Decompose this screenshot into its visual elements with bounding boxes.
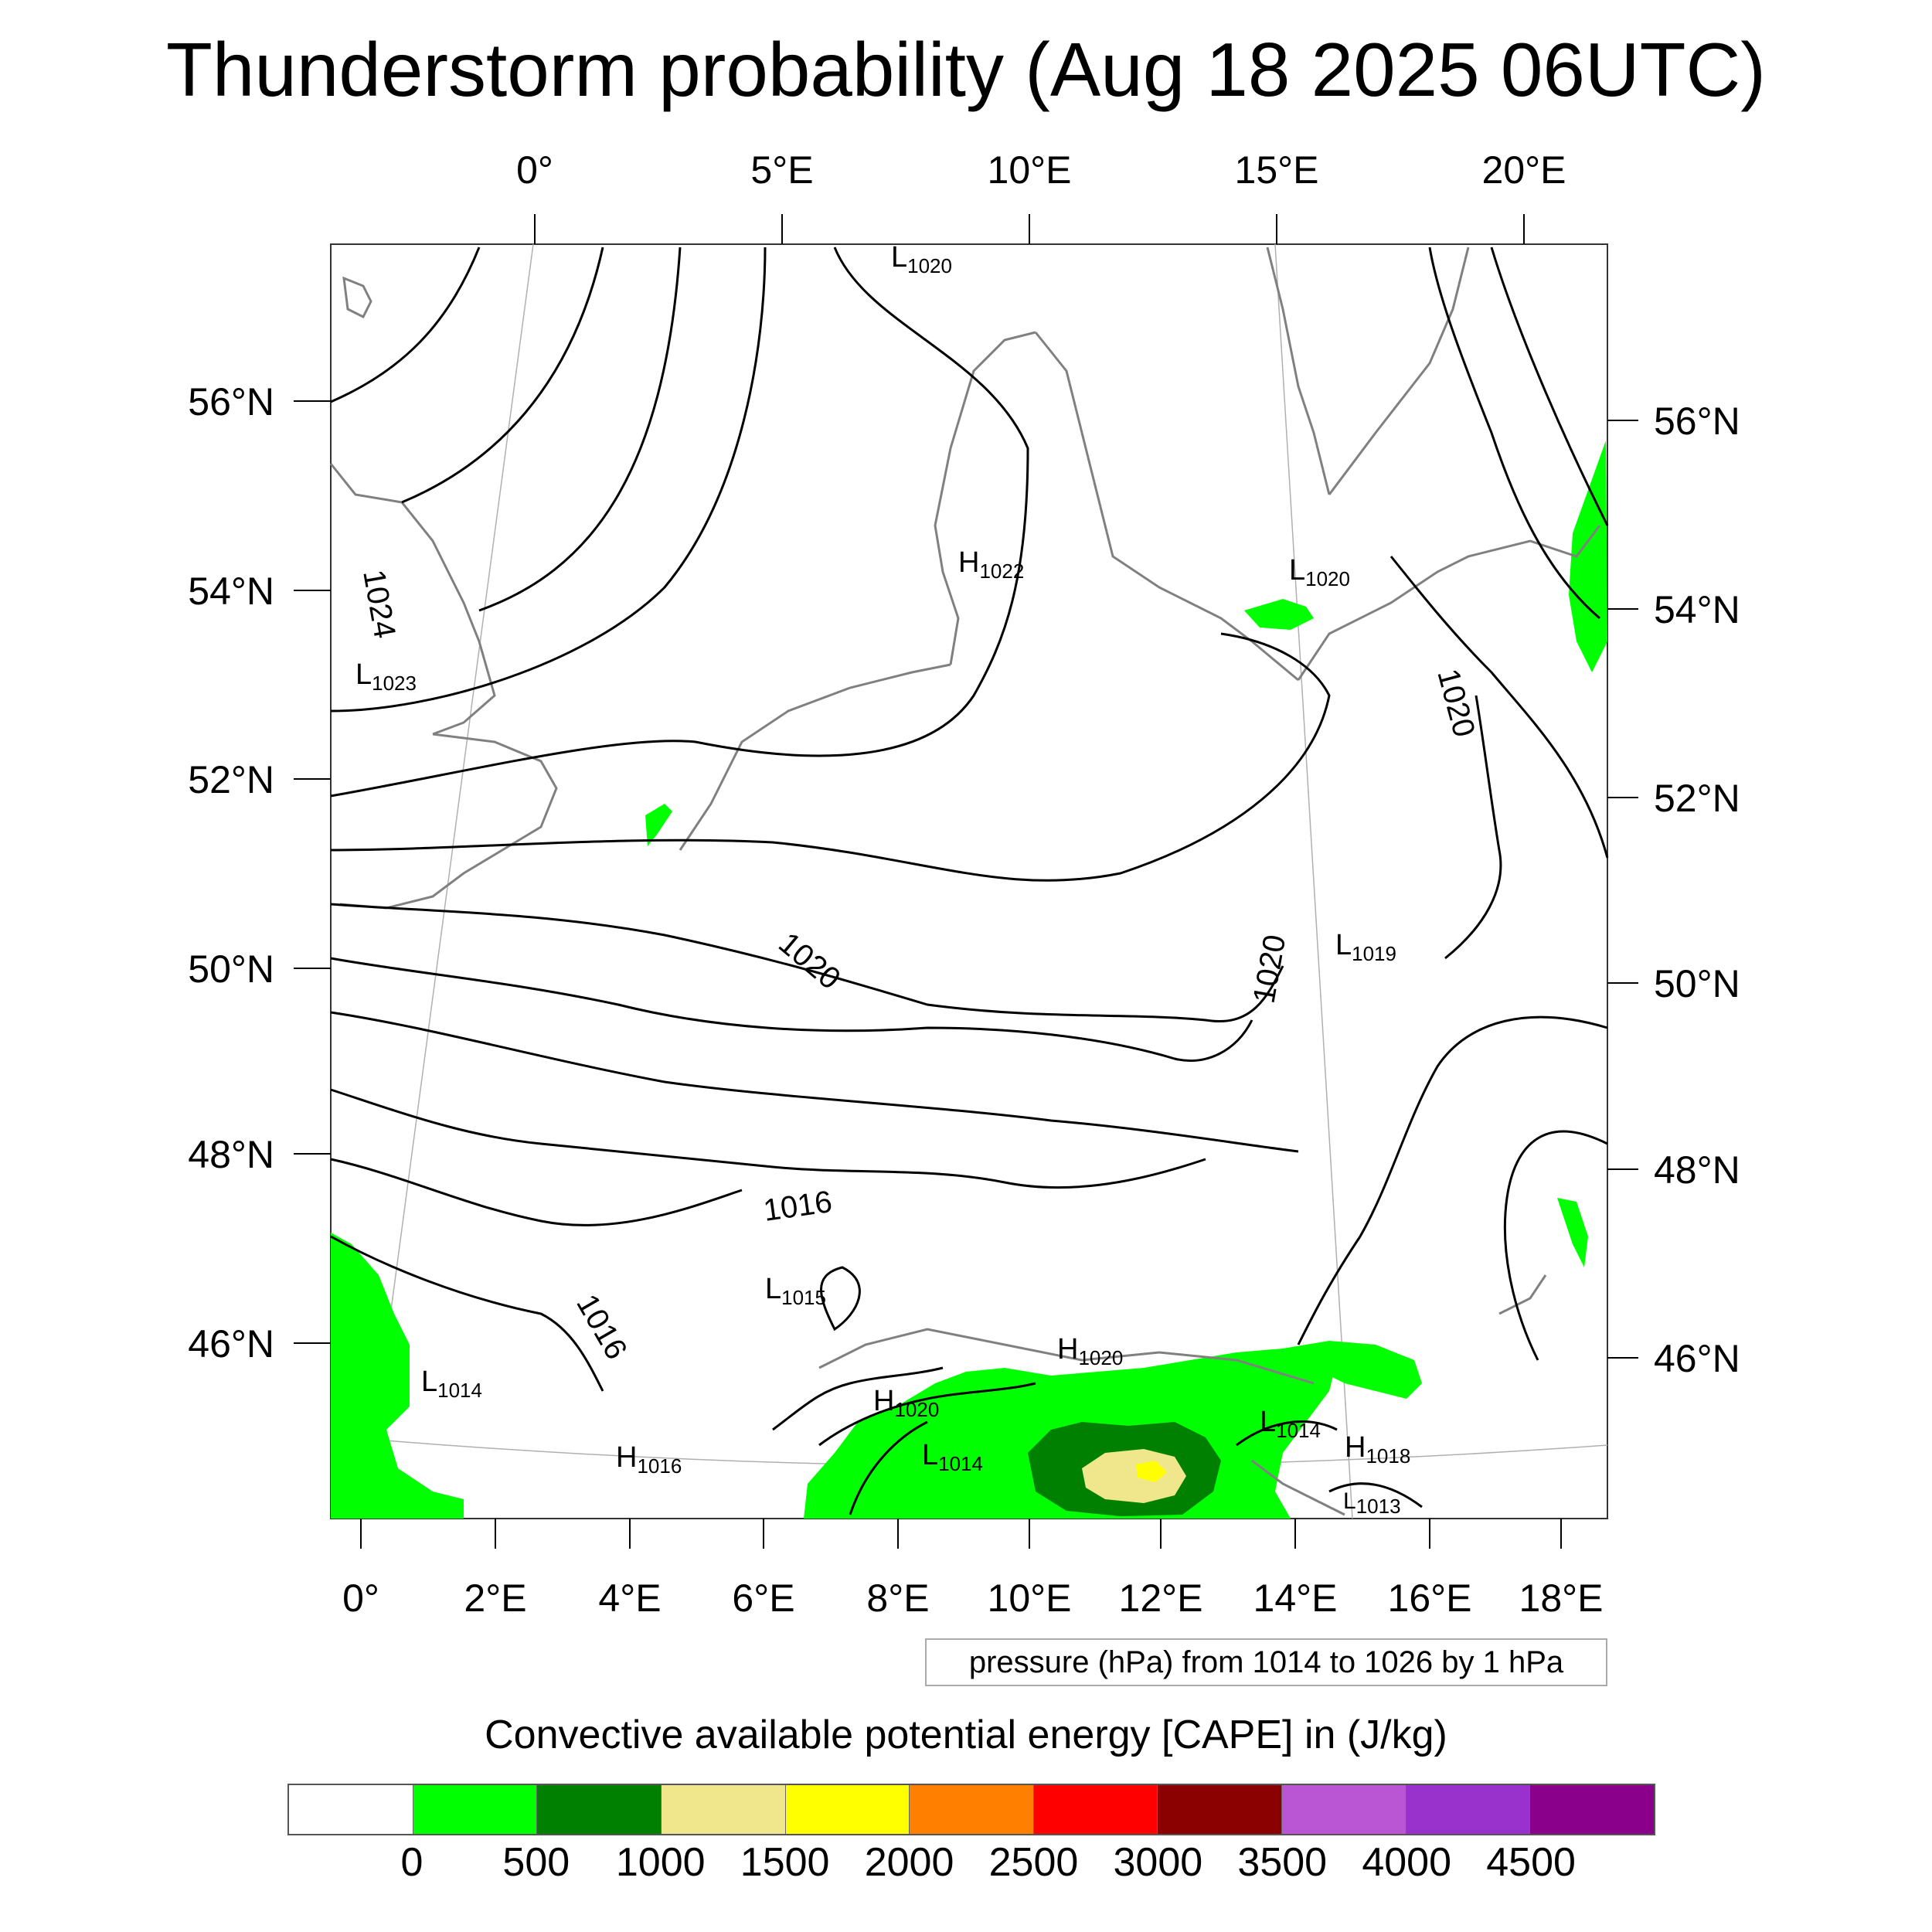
cape-shading — [331, 440, 1607, 1519]
pressure-system-label: L1014 — [421, 1366, 482, 1402]
right-ticks — [1607, 420, 1638, 1359]
colorbar-swatch — [785, 1785, 910, 1834]
top-lon-label: 15°E — [1235, 148, 1319, 192]
left-lat-label: 48°N — [188, 1133, 274, 1176]
pressure-system-label: L1015 — [765, 1273, 826, 1309]
pressure-system-label: L1013 — [1343, 1488, 1401, 1518]
map-frame — [330, 243, 1608, 1519]
pressure-system-label: L1023 — [355, 658, 417, 695]
colorbar-labels: 0 500 1000 1500 2000 2500 3000 3500 4000 4500 — [0, 1839, 1932, 1893]
bottom-lon-label: 16°E — [1388, 1577, 1472, 1620]
colorbar-label: 1500 — [740, 1840, 830, 1885]
left-lat-label: 56°N — [188, 380, 274, 423]
top-lon-label: 5°E — [750, 148, 813, 192]
cape-area-khaki — [1082, 1449, 1186, 1503]
colorbar-swatch — [537, 1785, 662, 1834]
cape-area-hungary — [1557, 1198, 1588, 1267]
top-lon-label: 20°E — [1482, 148, 1566, 192]
pressure-contour-note: pressure (hPa) from 1014 to 1026 by 1 hP… — [925, 1638, 1607, 1686]
right-lat-label: 48°N — [1654, 1148, 1740, 1192]
bottom-lon-labels: 0° 2°E 4°E 6°E 8°E 10°E 12°E 14°E 16°E 1… — [342, 1577, 1603, 1620]
colorbar-swatch — [1282, 1785, 1406, 1834]
colorbar-swatch — [910, 1785, 1034, 1834]
colorbar-label: 500 — [502, 1840, 570, 1885]
pressure-system-label: H1020 — [1057, 1333, 1123, 1369]
colorbar-label: 4500 — [1486, 1840, 1576, 1885]
isobars — [330, 247, 1609, 1515]
bottom-lon-label: 0° — [342, 1577, 379, 1620]
cape-area-baltic — [1244, 599, 1314, 630]
cape-area-adriatic — [1283, 1341, 1422, 1399]
right-lat-label: 52°N — [1654, 777, 1740, 820]
top-ticks — [534, 214, 1525, 244]
colorbar-swatch — [1158, 1785, 1283, 1834]
bottom-lon-label: 12°E — [1119, 1577, 1203, 1620]
colorbar-swatch — [413, 1785, 538, 1834]
colorbar-label: 3500 — [1237, 1840, 1328, 1885]
left-lat-label: 46°N — [188, 1322, 274, 1366]
left-lat-label: 52°N — [188, 758, 274, 801]
colorbar-label: 2500 — [988, 1840, 1079, 1885]
bottom-lon-label: 14°E — [1253, 1577, 1338, 1620]
bottom-lon-label: 18°E — [1519, 1577, 1604, 1620]
right-lat-label: 46°N — [1654, 1337, 1740, 1380]
bottom-lon-label: 10°E — [988, 1577, 1072, 1620]
cape-area-northeast — [1569, 440, 1607, 672]
left-lat-labels: 56°N 54°N 52°N 50°N 48°N 46°N — [188, 380, 274, 1366]
pressure-system-label: L1019 — [1335, 929, 1396, 965]
top-lon-labels: 0° 5°E 10°E 15°E 20°E — [516, 148, 1566, 192]
bottom-lon-label: 4°E — [598, 1577, 661, 1620]
right-lat-label: 54°N — [1654, 588, 1740, 631]
colorbar-title: Convective available potential energy [C… — [485, 1713, 1447, 1757]
right-lat-label: 56°N — [1654, 400, 1740, 443]
pressure-system-label: H1016 — [616, 1441, 682, 1478]
bottom-lon-label: 8°E — [866, 1577, 929, 1620]
pressure-system-label: L1014 — [922, 1439, 983, 1475]
colorbar-swatch — [1033, 1785, 1158, 1834]
pressure-system-label: L1020 — [891, 241, 952, 277]
colorbar-swatch — [1406, 1785, 1531, 1834]
colorbar — [287, 1784, 1655, 1835]
chart-title: Thunderstorm probability (Aug 18 2025 06… — [166, 27, 1766, 112]
colorbar-label: 2000 — [864, 1840, 954, 1885]
right-lat-labels: 56°N 54°N 52°N 50°N 48°N 46°N — [1654, 400, 1740, 1380]
colorbar-label: 1000 — [615, 1840, 706, 1885]
pressure-system-label: H1018 — [1345, 1431, 1410, 1468]
top-lon-label: 0° — [516, 148, 553, 192]
left-ticks — [294, 400, 331, 1344]
cape-area-yellow — [1136, 1461, 1167, 1482]
colorbar-label: 3000 — [1113, 1840, 1203, 1885]
cape-area-belgium — [645, 804, 672, 846]
colorbar-swatch — [289, 1785, 413, 1834]
pressure-system-label: H1022 — [958, 546, 1024, 583]
bottom-lon-label: 2°E — [464, 1577, 526, 1620]
right-lat-label: 50°N — [1654, 962, 1740, 1005]
colorbar-label: 4000 — [1362, 1840, 1452, 1885]
coastlines — [329, 247, 1601, 1516]
cape-area-southwest — [331, 1233, 464, 1519]
left-lat-label: 54°N — [188, 570, 274, 613]
colorbar-label: 0 — [400, 1840, 423, 1885]
bottom-lon-label: 6°E — [732, 1577, 794, 1620]
top-lon-label: 10°E — [988, 148, 1072, 192]
pressure-system-label: L1020 — [1289, 554, 1350, 590]
bottom-ticks — [360, 1519, 1562, 1549]
colorbar-swatch — [1530, 1785, 1655, 1834]
colorbar-swatch — [661, 1785, 786, 1834]
pressure-system-label: L1014 — [1260, 1406, 1321, 1442]
pressure-system-label: H1020 — [873, 1385, 939, 1421]
left-lat-label: 50°N — [188, 947, 274, 991]
pressure-systems: L1020 H1022 L1020 L1023 L1019 L1015 H102… — [355, 241, 1410, 1518]
